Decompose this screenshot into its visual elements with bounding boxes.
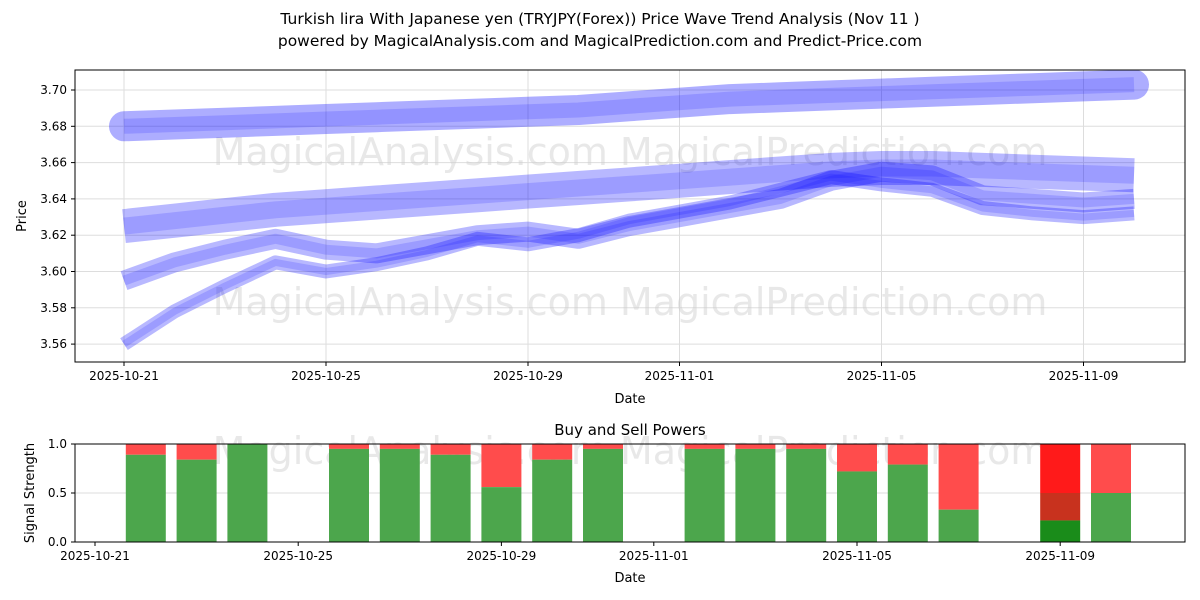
sell-bar: [176, 444, 217, 460]
sell-bar: [481, 444, 522, 488]
y-tick-label: 3.66: [40, 156, 67, 170]
buy-bar: [532, 459, 573, 542]
x-tick-label: 2025-10-21: [60, 549, 130, 563]
wave-core-1: [123, 159, 1135, 235]
x-tick-label: 2025-11-01: [619, 549, 689, 563]
y-tick-label: 1.0: [48, 437, 67, 451]
chart-title: Turkish lira With Japanese yen (TRYJPY(F…: [280, 10, 920, 28]
watermark: MagicalAnalysis.com MagicalPrediction.co…: [213, 280, 1048, 324]
buy-bar: [1091, 493, 1131, 542]
sell-bar: [329, 444, 369, 449]
wave-band-2: [120, 161, 1135, 291]
sell-bar: [1091, 444, 1131, 493]
x-tick-label: 2025-10-25: [263, 549, 333, 563]
wave-band-1: [122, 151, 1135, 244]
sell-bar-overlap: [1040, 493, 1081, 521]
sell-bar: [887, 444, 928, 465]
buy-bar: [329, 448, 369, 542]
buy-bar: [735, 448, 776, 542]
wave-band-3: [120, 170, 1135, 350]
wave-core-0: [123, 77, 1135, 134]
x-tick-label: 2025-10-25: [291, 369, 361, 383]
x-tick-label: 2025-10-29: [493, 369, 563, 383]
buy-bar: [786, 448, 827, 542]
buy-bar: [379, 448, 420, 542]
sell-bar: [837, 444, 877, 472]
sell-bar: [735, 444, 776, 449]
sell-bar: [532, 444, 573, 460]
watermark: MagicalAnalysis.com MagicalPrediction.co…: [213, 130, 1048, 174]
y-tick-label: 3.58: [40, 301, 67, 315]
sell-bar: [938, 444, 979, 510]
sell-bar: [379, 444, 420, 449]
subchart-title: Buy and Sell Powers: [554, 421, 706, 439]
wave-band-0: [109, 69, 1149, 142]
y-tick-label: 3.60: [40, 265, 67, 279]
y-tick-label: 3.56: [40, 337, 67, 351]
y-tick-label: 3.64: [40, 192, 67, 206]
sell-bar: [684, 444, 725, 449]
sell-bar: [583, 444, 623, 449]
y-tick-label: 0.0: [48, 535, 67, 549]
buy-bar: [837, 471, 877, 542]
x-axis-label: Date: [614, 392, 645, 407]
sell-bar: [1040, 444, 1081, 493]
plot-area: [75, 70, 1185, 362]
sell-bar: [786, 444, 827, 449]
y-tick-label: 3.68: [40, 119, 67, 133]
plot-frame: [74, 69, 1186, 363]
wave-core-2: [122, 166, 1135, 286]
y-axis-label: Price: [15, 200, 30, 232]
buy-bar: [1040, 520, 1081, 542]
y-tick-label: 0.5: [48, 486, 67, 500]
y-tick-label: 3.62: [40, 228, 67, 242]
buy-bar: [583, 448, 623, 542]
buy-bar: [125, 454, 166, 542]
buy-bar: [227, 444, 268, 542]
chart-subtitle: powered by MagicalAnalysis.com and Magic…: [277, 32, 923, 50]
sell-bar: [125, 444, 166, 455]
x-axis-label: Date: [614, 571, 645, 586]
buy-bar: [887, 464, 928, 542]
y-axis-label: Signal Strength: [23, 443, 38, 543]
x-tick-label: 2025-10-21: [89, 369, 159, 383]
x-tick-label: 2025-10-29: [467, 549, 537, 563]
x-tick-label: 2025-11-01: [645, 369, 715, 383]
wave-core-3: [122, 173, 1135, 348]
buy-bar: [938, 509, 979, 542]
buy-bar: [684, 448, 725, 542]
x-tick-label: 2025-11-09: [1049, 369, 1119, 383]
x-tick-label: 2025-11-09: [1025, 549, 1095, 563]
buy-bar: [481, 487, 522, 542]
x-tick-label: 2025-11-05: [822, 549, 892, 563]
y-tick-label: 3.70: [40, 83, 67, 97]
buy-bar: [430, 454, 471, 542]
plot-frame: [74, 443, 1186, 543]
x-tick-label: 2025-11-05: [847, 369, 917, 383]
buy-bar: [176, 459, 217, 542]
sell-bar: [430, 444, 471, 455]
